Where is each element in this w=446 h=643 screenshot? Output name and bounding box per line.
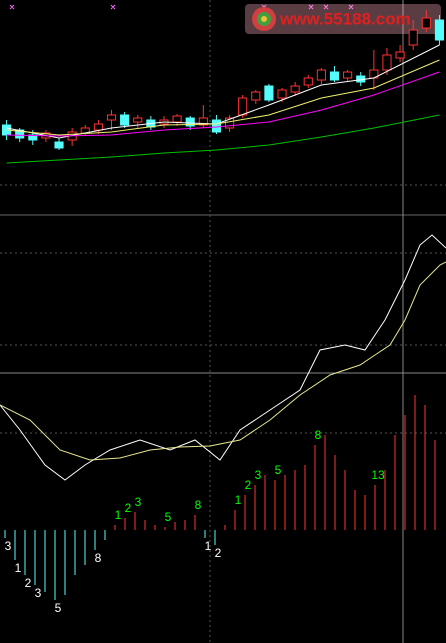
count-label: 3 — [35, 586, 42, 600]
count-label: 1 — [115, 508, 122, 522]
candle-body — [343, 71, 353, 79]
count-label: 8 — [95, 551, 102, 565]
candle-body — [316, 69, 326, 81]
candle-body — [382, 54, 392, 71]
candle-body — [329, 71, 340, 81]
watermark-bg — [245, 4, 441, 34]
ma-line — [6, 114, 440, 164]
watermark: www.55188.com — [245, 4, 441, 34]
candle-body — [303, 77, 313, 86]
candle-body — [264, 85, 274, 101]
count-label: 2 — [25, 576, 32, 590]
candle-body — [198, 117, 208, 126]
ma-line — [6, 71, 440, 137]
candle-body — [277, 89, 287, 99]
candle-body — [434, 19, 445, 41]
count-label: 3 — [255, 468, 262, 482]
candle-body — [93, 123, 103, 131]
watermark-text: www.55188.com — [279, 9, 411, 28]
candle-body — [421, 17, 431, 29]
count-label: 5 — [275, 463, 282, 477]
candle-body — [172, 115, 182, 123]
candle-body — [211, 119, 222, 133]
candle-body — [251, 91, 261, 101]
indicator-line — [0, 234, 446, 481]
candle-body — [408, 29, 418, 46]
count-label: 1 — [205, 539, 212, 553]
count-label: 5 — [55, 601, 62, 615]
count-label: 3 — [5, 539, 12, 553]
candle-body — [54, 141, 64, 149]
count-label: 2 — [245, 478, 252, 492]
candle-body — [238, 97, 248, 116]
count-label: 1 — [235, 493, 242, 507]
candle-body — [120, 114, 130, 126]
indicator-line — [0, 261, 446, 461]
candle-body — [395, 51, 405, 59]
ma-line — [6, 59, 440, 136]
count-label: 8 — [195, 498, 202, 512]
candle-body — [185, 117, 195, 127]
candle-body — [224, 117, 235, 129]
count-label: 2 — [215, 546, 222, 560]
candle-body — [106, 114, 117, 121]
candle-body — [133, 117, 143, 123]
count-label: 1 — [15, 561, 22, 575]
candle-body — [290, 85, 300, 93]
count-label: 13 — [371, 468, 385, 482]
count-label: 5 — [165, 510, 172, 524]
logo — [261, 16, 267, 22]
count-label: 3 — [135, 495, 142, 509]
count-label: 8 — [315, 428, 322, 442]
count-label: 2 — [125, 501, 132, 515]
